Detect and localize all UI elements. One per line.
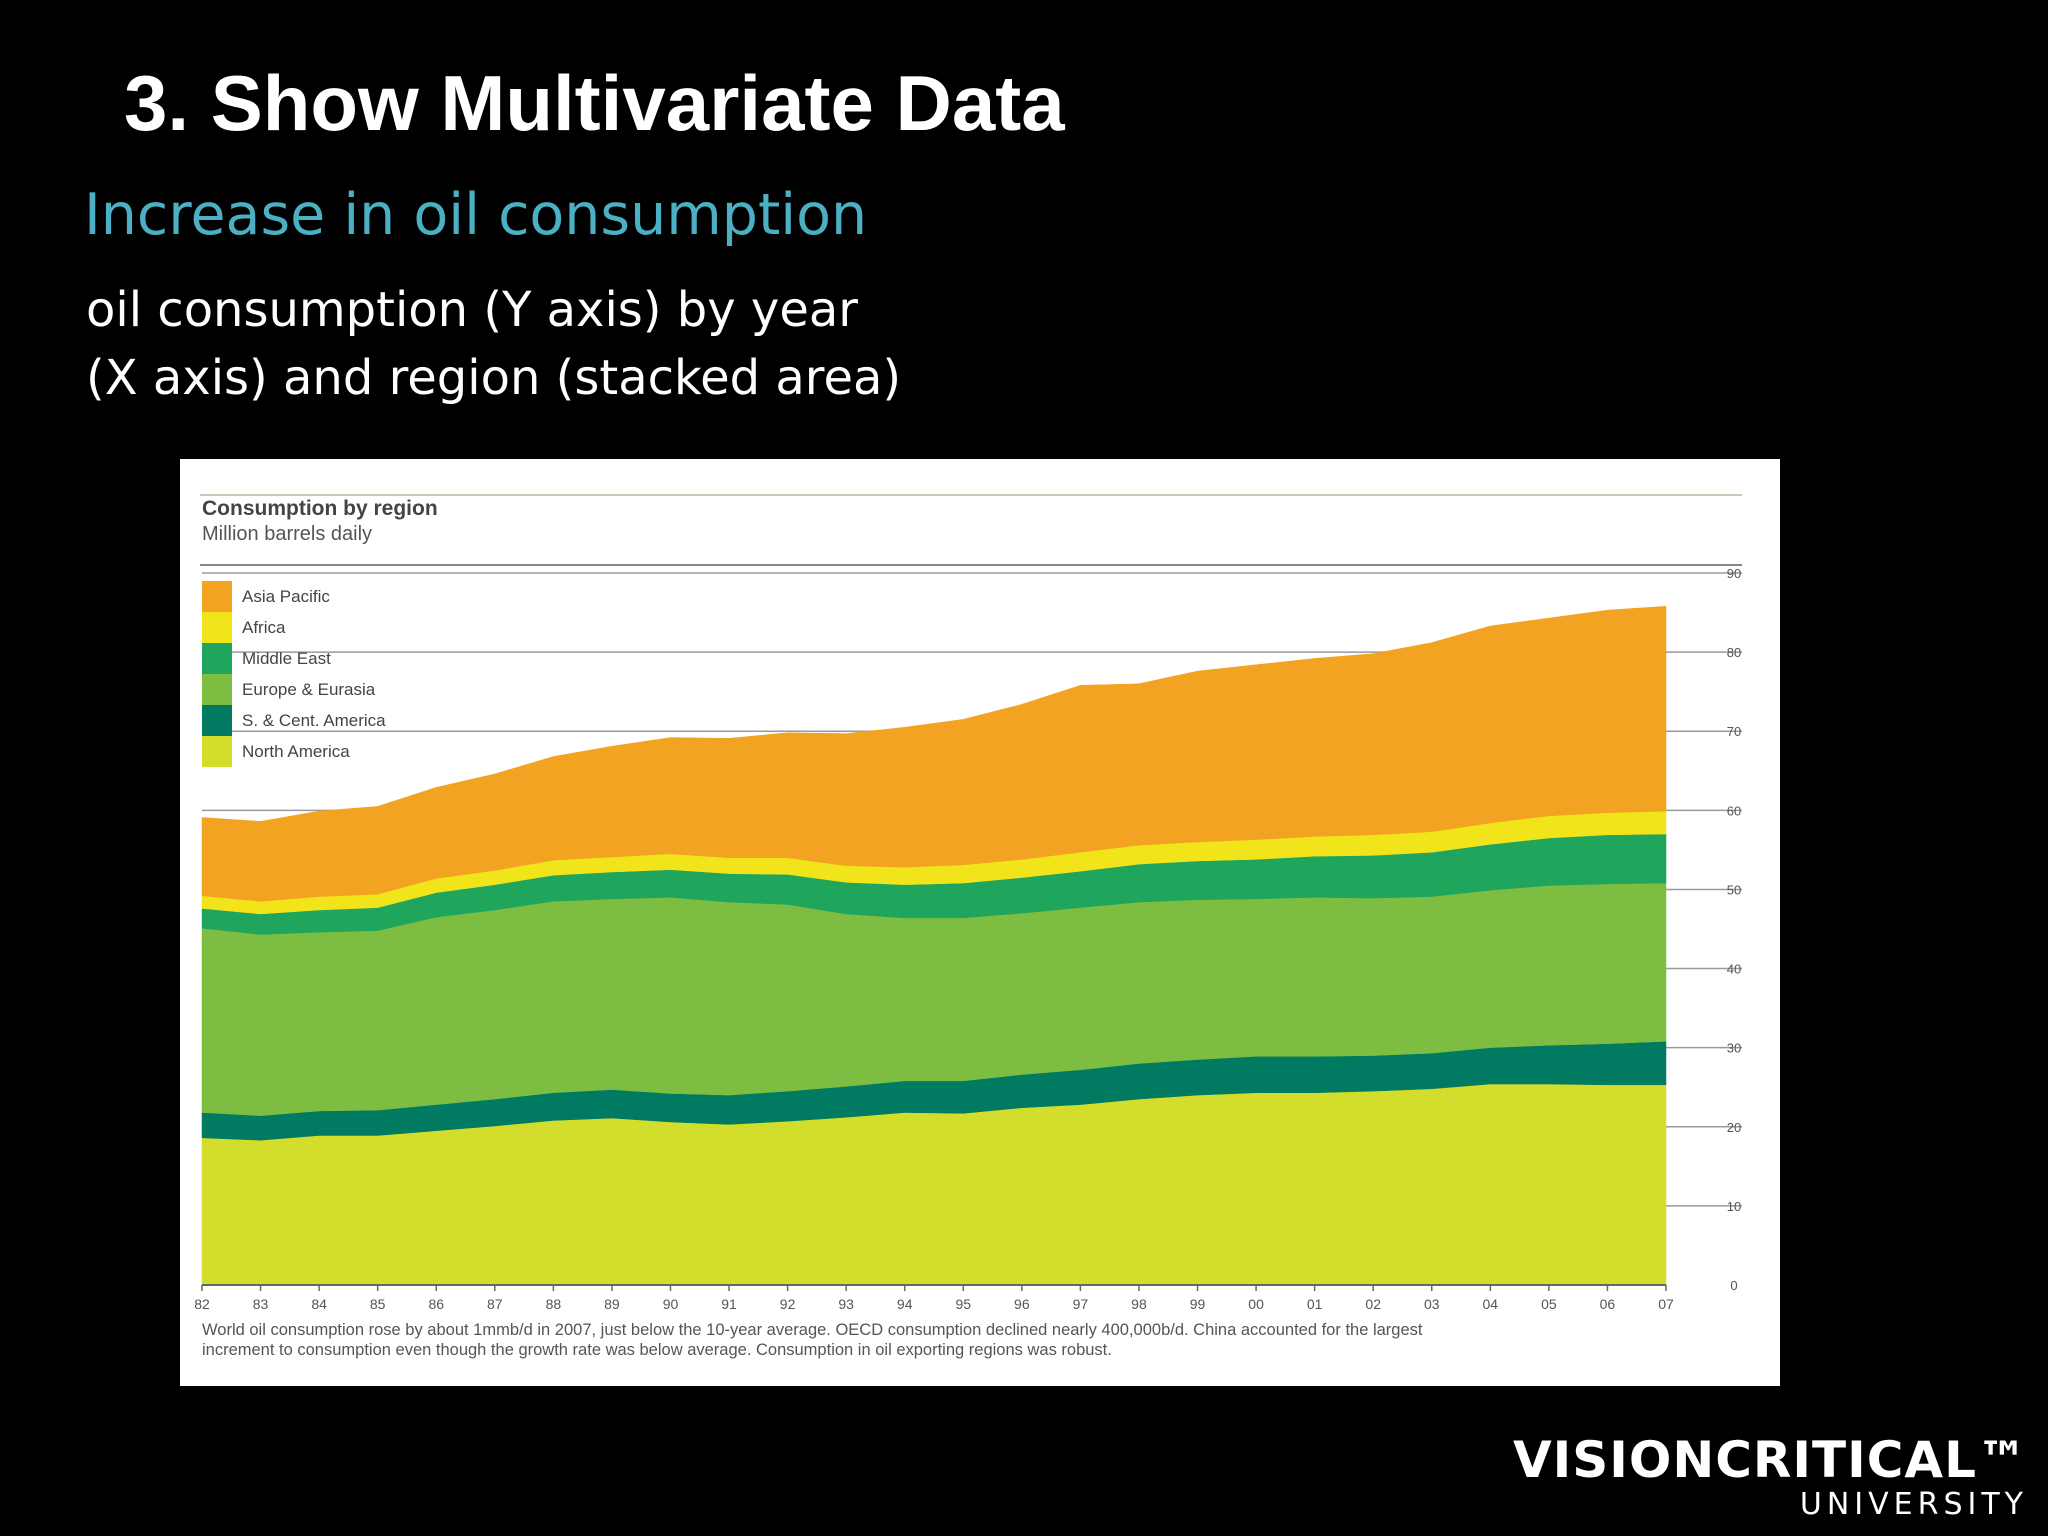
area-asia-pacific: [201, 605, 1667, 902]
x-tick-label: 90: [663, 1296, 679, 1312]
x-tick-label: 94: [897, 1296, 913, 1312]
chart-footnote-line-2: increment to consumption even though the…: [202, 1341, 1112, 1359]
x-tick-label: 89: [604, 1296, 620, 1312]
slide-subtitle: Increase in oil consumption: [84, 182, 868, 248]
legend-label: S. & Cent. America: [242, 711, 386, 730]
legend-label: Europe & Eurasia: [242, 680, 376, 699]
legend-label: North America: [242, 742, 350, 761]
x-tick-label: 98: [1131, 1296, 1147, 1312]
y-tick-label: 50: [1727, 882, 1741, 897]
x-tick-label: 82: [194, 1296, 210, 1312]
y-tick-label: 20: [1727, 1120, 1741, 1135]
x-tick-label: 86: [428, 1296, 444, 1312]
x-tick-label: 02: [1365, 1296, 1381, 1312]
x-tick-label: 97: [1073, 1296, 1089, 1312]
x-tick-label: 07: [1658, 1296, 1674, 1312]
x-tick-label: 00: [1248, 1296, 1264, 1312]
x-tick-label: 04: [1483, 1296, 1499, 1312]
chart-units: Million barrels daily: [202, 523, 372, 545]
x-tick-label: 06: [1600, 1296, 1616, 1312]
y-tick-label: 40: [1727, 962, 1741, 977]
chart-panel: Consumption by region Million barrels da…: [180, 459, 1780, 1386]
legend-label: Asia Pacific: [242, 587, 330, 606]
y-tick-label: 90: [1727, 566, 1741, 581]
x-tick-label: 87: [487, 1296, 503, 1312]
x-axis-ticks: 82 83 84 85 86 87 88 89 90 91 92 93 94 95 96 97 98 99 00 01…: [194, 1285, 1674, 1312]
slide-description: oil consumption (Y axis) by year (X axis…: [86, 276, 901, 412]
description-line-2: (X axis) and region (stacked area): [86, 350, 902, 406]
legend-swatch: [202, 581, 232, 612]
slide-title: 3. Show Multivariate Data: [124, 59, 1065, 147]
description-line-1: oil consumption (Y axis) by year: [86, 282, 859, 338]
logo-subtext: UNIVERSITY: [1799, 1487, 2028, 1522]
visioncritical-logo: VISIONCRITICAL™ UNIVERSITY: [1513, 1432, 2028, 1522]
legend-label: Africa: [242, 618, 286, 637]
legend-swatch: [202, 705, 232, 736]
legend-label: Middle East: [242, 649, 331, 668]
x-tick-label: 96: [1014, 1296, 1030, 1312]
y-tick-label: 30: [1727, 1041, 1741, 1056]
x-tick-label: 95: [955, 1296, 971, 1312]
x-tick-label: 88: [546, 1296, 562, 1312]
y-tick-label: 0: [1730, 1278, 1737, 1293]
stacked-area-chart: Consumption by region Million barrels da…: [194, 494, 1742, 1359]
legend-swatch: [202, 643, 232, 674]
x-tick-label: 85: [370, 1296, 386, 1312]
x-tick-label: 03: [1424, 1296, 1440, 1312]
chart-legend: Asia Pacific Africa Middle East Europe & Eu…: [202, 581, 386, 767]
y-tick-label: 80: [1727, 645, 1741, 660]
logo-wordmark: VISIONCRITICAL™: [1512, 1431, 2028, 1489]
y-tick-label: 70: [1727, 724, 1741, 739]
y-tick-label: 10: [1727, 1199, 1741, 1214]
legend-swatch: [202, 736, 232, 767]
y-tick-label: 60: [1727, 803, 1741, 818]
x-tick-label: 99: [1190, 1296, 1206, 1312]
x-tick-label: 84: [311, 1296, 327, 1312]
x-tick-label: 83: [253, 1296, 269, 1312]
legend-swatch: [202, 674, 232, 705]
y-axis-ticks: 0 10 20 30 40 50 60 70 80 90: [1727, 566, 1741, 1293]
x-tick-label: 05: [1541, 1296, 1557, 1312]
x-tick-label: 01: [1307, 1296, 1323, 1312]
legend-swatch: [202, 612, 232, 643]
chart-footnote-line-1: World oil consumption rose by about 1mmb…: [202, 1321, 1423, 1339]
x-tick-label: 91: [721, 1296, 737, 1312]
chart-title: Consumption by region: [202, 497, 438, 520]
x-tick-label: 93: [838, 1296, 854, 1312]
area-series: [201, 605, 1667, 1286]
x-tick-label: 92: [780, 1296, 796, 1312]
